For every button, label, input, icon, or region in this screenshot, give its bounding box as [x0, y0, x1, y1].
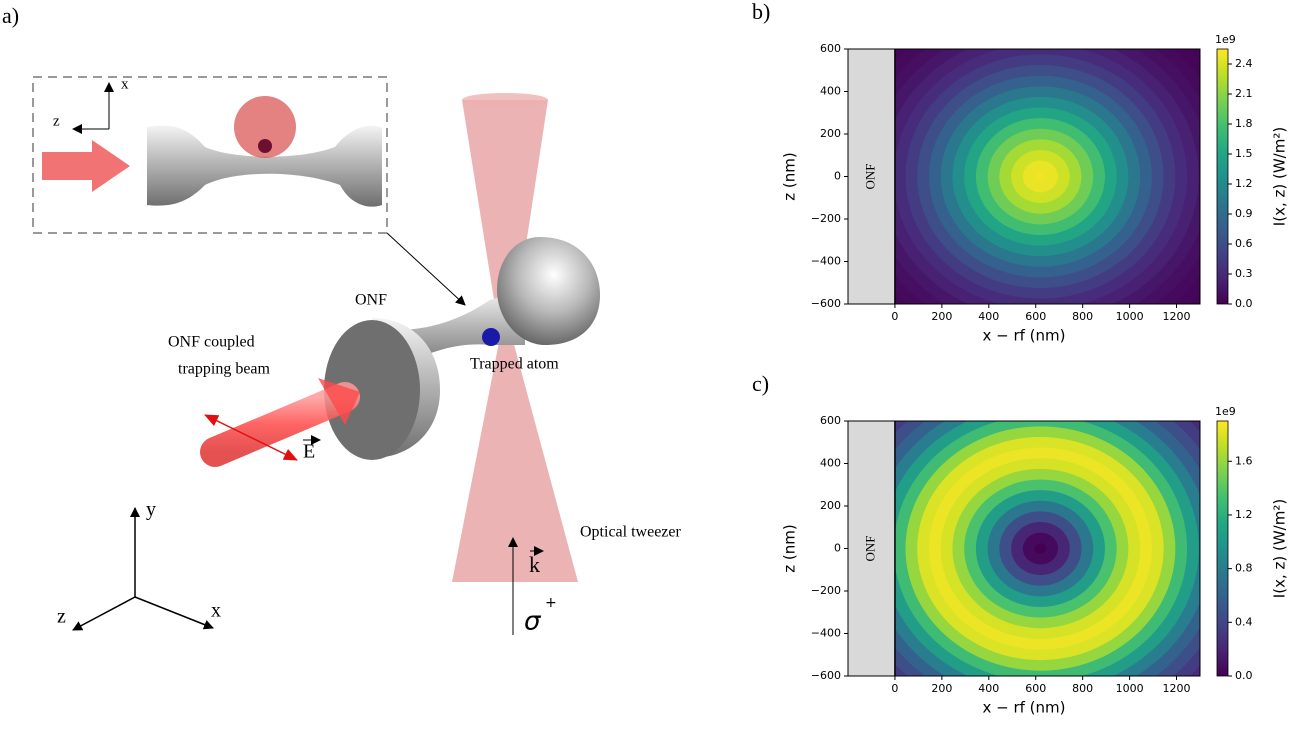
x-tick-label: 200 — [931, 682, 952, 695]
y-tick-label: 600 — [820, 414, 841, 427]
axis-arrow — [73, 597, 135, 630]
colorbar-tick-label: 0.3 — [1235, 267, 1253, 280]
axis-label: y — [146, 499, 156, 521]
x-tick-label: 0 — [891, 310, 898, 323]
y-tick-label: −200 — [811, 584, 841, 597]
y-tick-label: 200 — [820, 499, 841, 512]
y-tick-label: −400 — [811, 627, 841, 640]
y-tick-label: 0 — [834, 542, 841, 555]
inset-axis-label: x — [121, 76, 129, 92]
region-label: ONF — [862, 163, 877, 189]
colorbar-tick-label: 1.2 — [1235, 177, 1253, 190]
beam-label: ONF coupled — [168, 334, 255, 351]
colorbar-tick-label: 0.0 — [1235, 669, 1253, 682]
axis-arrow — [135, 597, 213, 628]
colorbar — [1217, 421, 1228, 676]
field-label: E — [303, 441, 315, 463]
colorbar-label: I(x, z) (W/m²) — [1271, 499, 1289, 598]
x-tick-label: 600 — [1025, 682, 1046, 695]
colorbar-tick-label: 2.4 — [1235, 57, 1253, 70]
wavevector-label: k — [529, 552, 540, 577]
x-tick-label: 1200 — [1163, 682, 1191, 695]
x-tick-label: 1000 — [1116, 310, 1144, 323]
y-tick-label: 400 — [820, 457, 841, 470]
colorbar-tick-label: 0.6 — [1235, 237, 1253, 250]
intensity-ring — [1035, 171, 1047, 182]
heatmap-panel: b) ONF 0 200 400 600 800 1000 1200 −600 −400 −200 0 2… — [752, 0, 1289, 389]
y-tick-label: 200 — [820, 127, 841, 140]
y-tick-label: 400 — [820, 85, 841, 98]
colorbar-tick-label: 1.5 — [1235, 147, 1253, 160]
x-axis-label: x − rf (nm) — [982, 699, 1065, 717]
x-tick-label: 800 — [1072, 682, 1093, 695]
x-tick-label: 600 — [1025, 310, 1046, 323]
colorbar-tick-label: 0.4 — [1235, 615, 1253, 628]
panel-label: a) — [2, 3, 19, 28]
inset-axis-label: z — [53, 113, 60, 129]
y-tick-label: 600 — [820, 42, 841, 55]
tweezer-end — [462, 93, 548, 107]
axis-label: x — [211, 600, 221, 622]
atom-label: Trapped atom — [470, 356, 559, 373]
colorbar-tick-label: 2.1 — [1235, 87, 1253, 100]
x-tick-label: 400 — [978, 310, 999, 323]
y-tick-label: 0 — [834, 170, 841, 183]
schematic: a) x z ONF ONF coupled trapping beam E T… — [2, 3, 682, 636]
x-axis-label: x − rf (nm) — [982, 327, 1065, 345]
polarization-label: σ — [524, 607, 542, 637]
inset-atom — [258, 139, 272, 153]
fiber-label: ONF — [355, 292, 387, 309]
polarization-sign: + — [545, 595, 557, 611]
colorbar-offset: 1e9 — [1215, 33, 1236, 46]
y-tick-label: −200 — [811, 212, 841, 225]
colorbar-tick-label: 0.9 — [1235, 207, 1253, 220]
inset-pointer — [387, 233, 465, 305]
colorbar — [1217, 49, 1228, 304]
colorbar-offset: 1e9 — [1215, 405, 1236, 418]
y-tick-label: −600 — [811, 297, 841, 310]
x-tick-label: 800 — [1072, 310, 1093, 323]
region-label: ONF — [862, 535, 877, 561]
y-axis-label: z (nm) — [781, 152, 799, 200]
x-tick-label: 1200 — [1163, 310, 1191, 323]
tweezer-label: Optical tweezer — [580, 524, 682, 541]
x-tick-label: 0 — [891, 682, 898, 695]
heatmap-panel: c) ONF 0 200 400 600 800 1000 1200 −600 −400 −200 0 2… — [752, 336, 1289, 735]
axis-label: z — [57, 606, 66, 628]
fiber-bulb — [497, 237, 600, 345]
inset-beam-arrow — [42, 140, 130, 192]
y-tick-label: −600 — [811, 669, 841, 682]
beam-label: trapping beam — [178, 361, 271, 378]
x-tick-label: 200 — [931, 310, 952, 323]
colorbar-tick-label: 1.2 — [1235, 508, 1253, 521]
y-tick-label: −400 — [811, 255, 841, 268]
colorbar-tick-label: 1.6 — [1235, 454, 1253, 467]
colorbar-tick-label: 0.0 — [1235, 297, 1253, 310]
panel-label: b) — [752, 0, 770, 24]
x-tick-label: 1000 — [1116, 682, 1144, 695]
panel-label: c) — [752, 371, 769, 396]
intensity-ring — [1035, 543, 1047, 554]
colorbar-label: I(x, z) (W/m²) — [1271, 127, 1289, 226]
colorbar-tick-label: 0.8 — [1235, 562, 1253, 575]
y-axis-label: z (nm) — [781, 524, 799, 572]
colorbar-tick-label: 1.8 — [1235, 117, 1253, 130]
atom — [482, 328, 500, 346]
figure: a) x z ONF ONF coupled trapping beam E T… — [0, 0, 1307, 735]
x-tick-label: 400 — [978, 682, 999, 695]
trapping-beam — [215, 397, 345, 452]
